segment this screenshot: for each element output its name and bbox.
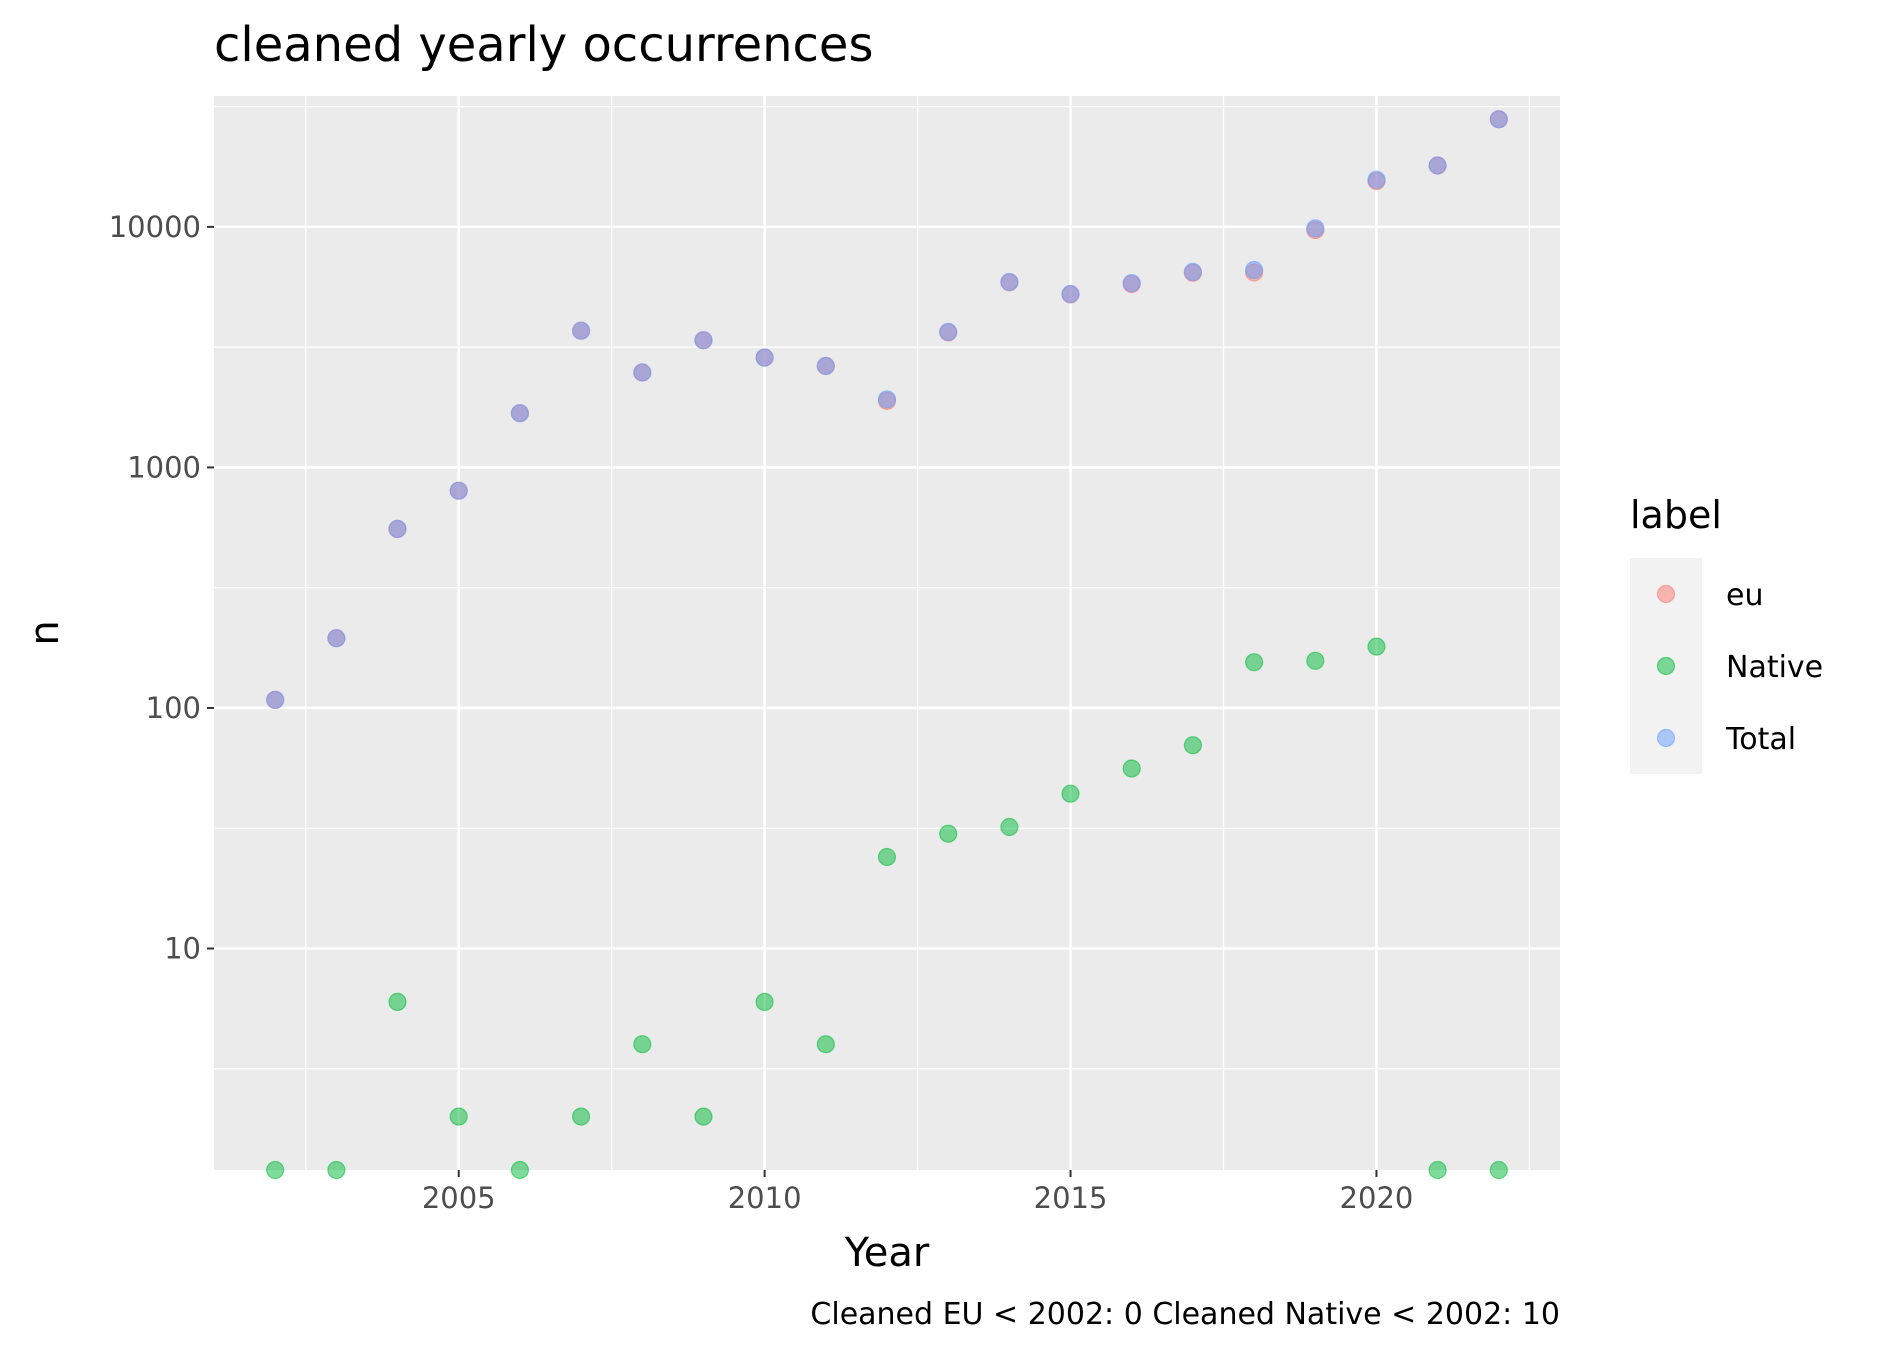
point-native-2010 [755,992,774,1012]
legend-label-eu: eu [1726,578,1763,613]
point-native-2020 [1367,637,1386,656]
point-total-2014 [1000,272,1019,292]
point-total-2005 [449,481,468,500]
x-tick-label: 2005 [422,1181,496,1215]
point-native-2006 [510,1160,530,1180]
axes: 2005 2010 2015 2020 10 100 1000 10000 [109,210,1414,1215]
point-total-2004 [388,519,407,539]
point-native-2008 [633,1035,652,1054]
point-native-2017 [1183,736,1203,755]
point-total-2011 [816,356,835,376]
y-tick-label: 1000 [127,450,201,484]
chart-title: cleaned yearly occurrences [214,17,873,73]
series-native [266,637,1508,1180]
point-native-2011 [816,1035,835,1054]
legend-key-native [1656,656,1676,676]
legend: label eu Native Total [1630,493,1823,774]
point-native-2012 [877,847,897,867]
point-native-2018 [1244,653,1264,672]
point-native-2013 [939,824,958,843]
y-tick-label: 100 [146,691,201,725]
point-total-2012 [877,390,897,409]
point-native-2004 [388,992,407,1012]
series-total [266,110,1508,710]
legend-label-total: Total [1725,722,1796,757]
y-axis-title: n [22,620,68,645]
point-native-2007 [571,1107,591,1126]
data-points [266,110,1508,1180]
point-native-2019 [1306,651,1325,670]
x-tick-label: 2010 [728,1181,802,1215]
legend-key-eu [1656,584,1676,604]
point-total-2015 [1061,284,1080,304]
point-total-2007 [571,321,591,340]
point-total-2016 [1122,274,1141,293]
legend-title: label [1630,493,1722,537]
point-native-2005 [449,1107,468,1126]
point-total-2017 [1183,262,1203,281]
legend-key-total [1656,728,1676,748]
point-total-2022 [1489,110,1508,129]
x-tick-label: 2020 [1340,1181,1414,1215]
point-total-2003 [327,629,346,648]
y-tick-label: 10000 [109,210,201,244]
point-total-2018 [1244,260,1264,280]
point-native-2021 [1428,1160,1447,1180]
plot-panel [214,96,1560,1170]
caption: Cleaned EU < 2002: 0 Cleaned Native < 20… [810,1297,1560,1332]
point-native-2015 [1061,784,1080,803]
point-total-2019 [1306,219,1325,238]
point-native-2022 [1489,1160,1508,1180]
legend-label-native: Native [1726,650,1823,685]
point-total-2002 [266,690,285,710]
point-total-2009 [694,331,713,350]
y-tick-label: 10 [164,932,201,966]
point-native-2003 [327,1160,346,1180]
point-native-2009 [694,1107,713,1126]
point-native-2002 [266,1160,285,1180]
point-native-2014 [1000,817,1019,837]
grid-lines [214,96,1560,1170]
point-total-2006 [510,404,530,423]
point-total-2010 [755,348,774,367]
point-total-2021 [1428,156,1447,175]
point-total-2013 [939,322,958,341]
point-total-2020 [1367,170,1386,189]
x-tick-label: 2015 [1034,1181,1108,1215]
x-axis-title: Year [844,1230,930,1276]
point-total-2008 [633,363,652,382]
point-native-2016 [1122,759,1141,778]
